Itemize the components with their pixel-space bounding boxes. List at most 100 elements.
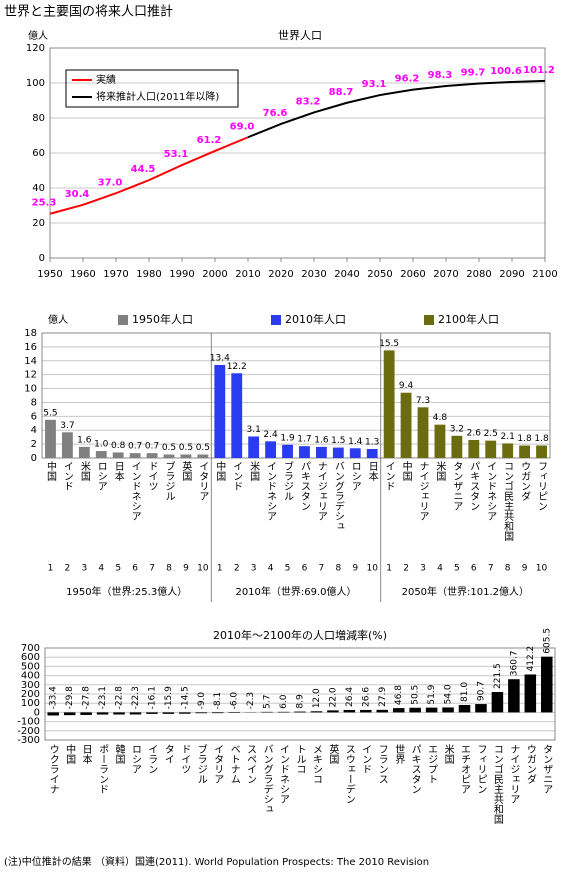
- plot-frame: [41, 332, 551, 459]
- data-label: 6.0: [279, 694, 289, 709]
- data-label: 9.4: [399, 381, 414, 391]
- data-label: 69.0: [230, 121, 255, 132]
- data-label: -16.1: [147, 686, 157, 709]
- y-tick-label: 10: [24, 384, 37, 395]
- data-label: 412.2: [526, 646, 536, 672]
- category-label: 日本: [112, 461, 124, 482]
- bar: [343, 709, 356, 713]
- y-tick-label: -200: [17, 726, 40, 737]
- bar: [475, 704, 487, 713]
- bar: [485, 440, 497, 458]
- bar: [78, 446, 90, 458]
- category-label: タイ: [162, 744, 174, 764]
- rank-label: 5: [454, 564, 460, 574]
- data-label: 96.2: [395, 74, 420, 85]
- bar: [146, 712, 158, 714]
- bar: [451, 435, 463, 458]
- bar: [400, 392, 412, 458]
- category-label: インド: [231, 461, 243, 491]
- data-label: 15.5: [379, 339, 399, 349]
- data-label: -27.8: [82, 686, 92, 710]
- footnote: (注)中位推計の結果 （資料）国連(2011). World Populatio…: [4, 855, 429, 868]
- category-label: 中国: [214, 460, 226, 482]
- category-label: イタリア: [212, 744, 224, 784]
- data-label: 2.4: [263, 430, 278, 440]
- category-label: スウェーデン: [343, 744, 355, 804]
- bar: [277, 711, 290, 713]
- data-label: -2.3: [246, 692, 256, 710]
- y-axis-label: 億人: [28, 29, 48, 42]
- data-label: 360.7: [509, 650, 519, 676]
- bar: [360, 709, 372, 713]
- y-tick-label: 6: [31, 411, 37, 422]
- legend-label: 2010年人口: [285, 312, 346, 326]
- bar: [47, 712, 59, 716]
- data-label: 0.8: [111, 441, 126, 451]
- rank-label: 1: [386, 564, 392, 574]
- category-label: ウガンダ: [519, 461, 531, 501]
- rank-label: 7: [149, 564, 155, 574]
- data-label: 1.6: [77, 435, 92, 445]
- category-label: インド: [360, 744, 372, 774]
- data-label: 90.7: [476, 681, 486, 701]
- bar: [162, 712, 175, 714]
- data-label: 81.0: [460, 682, 470, 702]
- y-tick-label: 300: [21, 680, 40, 691]
- category-label: トルコ: [294, 744, 306, 774]
- data-label: 99.7: [461, 68, 486, 79]
- bar: [113, 712, 125, 715]
- data-label: -23.1: [98, 686, 108, 709]
- y-tick-label: 0: [39, 253, 45, 264]
- bar: [409, 707, 421, 713]
- rank-label: 4: [268, 564, 274, 574]
- y-tick-label: 80: [32, 113, 45, 124]
- data-label: 76.6: [263, 108, 288, 119]
- y-tick-label: 40: [32, 183, 45, 194]
- bar: [366, 448, 378, 458]
- plot-frame: [49, 47, 546, 259]
- bar: [261, 711, 273, 713]
- y-tick-label: 100: [21, 698, 40, 709]
- y-tick-label: 8: [31, 397, 37, 408]
- y-tick-label: 4: [31, 425, 37, 436]
- category-label: エジプト: [426, 744, 438, 784]
- category-label: フランス: [376, 744, 387, 784]
- bar: [425, 707, 438, 713]
- bar: [195, 712, 208, 714]
- rank-label: 1: [217, 564, 223, 574]
- y-tick-label: 20: [32, 218, 45, 229]
- legend-label: 実績: [96, 73, 116, 86]
- bar: [536, 445, 547, 458]
- data-label: 1.8: [517, 434, 532, 444]
- category-label: ナイジェリア: [508, 744, 520, 804]
- x-tick-label: 1970: [103, 269, 128, 280]
- rank-label: 9: [183, 564, 189, 574]
- bar: [129, 712, 142, 715]
- category-label: インド: [383, 461, 395, 491]
- category-label: ブラジル: [282, 460, 294, 501]
- data-label: 0.5: [196, 443, 210, 453]
- y-tick-label: 14: [24, 356, 37, 367]
- category-label: ブラジル: [195, 743, 207, 784]
- data-label: 30.4: [65, 189, 90, 200]
- rank-label: 8: [166, 564, 172, 574]
- data-label: -6.0: [230, 692, 240, 710]
- data-label: 53.1: [164, 149, 189, 160]
- data-label: 3.2: [450, 424, 464, 434]
- x-tick-label: 2020: [268, 269, 293, 280]
- data-label: 0.5: [179, 443, 193, 453]
- category-label: フィリピン: [536, 461, 547, 511]
- rank-label: 6: [132, 564, 138, 574]
- rank-label: 8: [335, 564, 341, 574]
- data-label: 44.5: [131, 164, 156, 175]
- data-label: -15.9: [164, 686, 174, 710]
- category-label: ウクライナ: [47, 744, 59, 794]
- panel-caption: 2010年（世界:69.0億人）: [235, 585, 356, 598]
- rank-label: 3: [251, 564, 257, 574]
- y-tick-label: 700: [21, 643, 40, 654]
- plot-frame: [44, 647, 556, 741]
- bar: [519, 445, 531, 458]
- data-label: 26.6: [361, 687, 371, 707]
- data-label: 93.1: [362, 79, 387, 90]
